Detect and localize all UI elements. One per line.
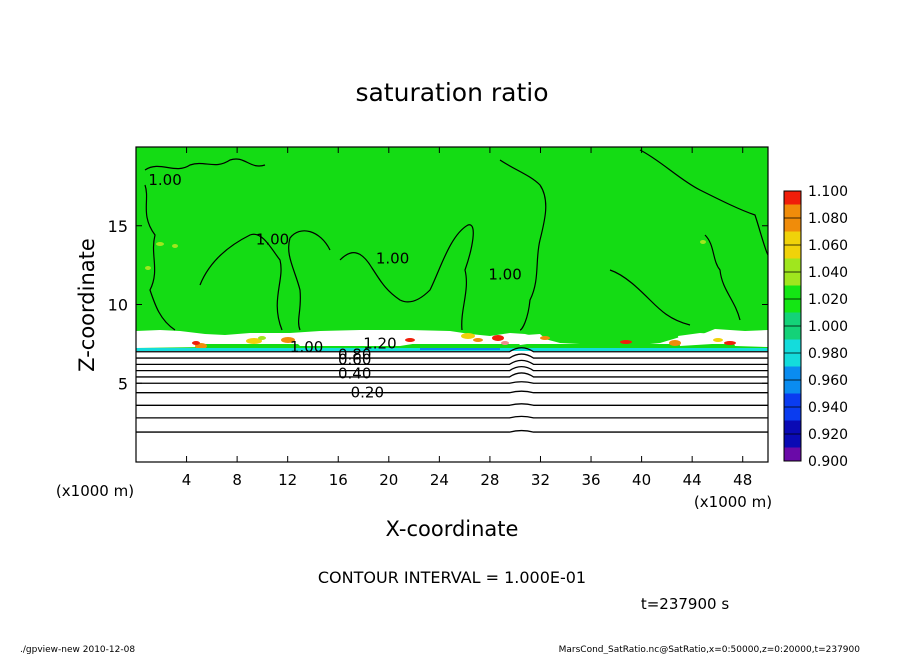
time-text: t=237900 s: [641, 595, 729, 613]
colorbar-label: 1.060: [808, 238, 848, 254]
contour-label: 0.40: [338, 365, 371, 383]
colorbar-swatch: [784, 420, 801, 434]
footer-right: MarsCond_SatRatio.nc@SatRatio,x=0:50000,…: [559, 645, 861, 654]
chart-title: saturation ratio: [355, 78, 548, 107]
colorbar-swatch: [784, 272, 801, 286]
subsaturated-pocket: [290, 331, 425, 346]
contour-label: 0.80: [338, 346, 371, 364]
colorbar-swatch: [784, 312, 801, 326]
x-tick-label: 32: [531, 471, 550, 489]
contour-label: 0.20: [351, 383, 384, 401]
colorbar-swatch: [784, 407, 801, 421]
saturated-region: [136, 147, 768, 346]
x-tick-label: 36: [581, 471, 600, 489]
subsaturated-pocket: [420, 332, 470, 343]
contour-label: 1.00: [488, 265, 521, 283]
subsaturated-pocket: [678, 333, 715, 346]
contour-label: 1.00: [148, 171, 181, 189]
colorbar-label: 1.000: [808, 319, 848, 335]
contour-label: 1.20: [363, 335, 396, 353]
subsaturated-pocket: [512, 334, 548, 345]
colorbar-label: 0.940: [808, 400, 848, 416]
x-tick-label: 8: [232, 471, 242, 489]
contour-labels: 1.00 1.00 1.00 1.00 1.00 1.200.800.600.400.20: [148, 171, 521, 402]
colorbar-label: 0.900: [808, 454, 848, 470]
subsaturated-edge-dark: [420, 348, 500, 350]
colorbar-swatch: [784, 353, 801, 367]
x-tick-label: 40: [632, 471, 651, 489]
contour-line: [136, 403, 768, 406]
x-tick-label: 48: [733, 471, 752, 489]
contour-label: 1.00: [256, 231, 289, 249]
x-tick-label: 20: [379, 471, 398, 489]
colorbar-swatch: [784, 258, 801, 272]
x-axis-label: X-coordinate: [386, 517, 519, 541]
y-tick-label: 10: [108, 296, 128, 315]
contour-line: [136, 366, 768, 372]
x-tick-label: 4: [182, 471, 192, 489]
upper-contours: [144, 149, 768, 331]
contour-label: 1.00: [290, 338, 323, 356]
colorbar-swatch: [784, 434, 801, 448]
colorbar-swatch: [784, 299, 801, 313]
colorbar-label: 0.980: [808, 346, 848, 362]
lower-contours: [136, 347, 768, 433]
x-tick-label: 44: [683, 471, 702, 489]
colorbar-swatch: [784, 380, 801, 394]
x-unit-label-left: (x1000 m): [56, 482, 134, 500]
colorbar: 0.900 0.920 0.940 0.960 0.980 1.000 1.020 1.040…: [783, 184, 848, 470]
contour-interval-text: CONTOUR INTERVAL = 1.000E-01: [318, 568, 586, 587]
colorbar-swatch: [784, 339, 801, 353]
contour-line: [136, 381, 768, 384]
colorbar-swatch: [784, 218, 801, 232]
contour-line: [136, 359, 768, 365]
colorbar-swatch: [784, 204, 801, 218]
colorbar-swatch: [784, 245, 801, 259]
colorbar-swatch: [784, 285, 801, 299]
subsaturated-pocket: [730, 331, 768, 347]
contour-line: [136, 372, 768, 378]
x-axis: 4 8 12 16 20 24 28 32 36 40 44 48: [182, 147, 752, 489]
y-axis: 5 10 15: [108, 217, 768, 393]
colorbar-swatch: [784, 366, 801, 380]
y-tick-label: 5: [118, 374, 128, 393]
contour-line: [136, 415, 768, 419]
contour-line: [136, 347, 768, 353]
y-axis-label: Z-coordinate: [75, 238, 99, 372]
colorbar-swatch: [784, 447, 801, 461]
x-unit-label-right: (x1000 m): [694, 493, 772, 511]
colorbar-label: 1.100: [808, 184, 848, 200]
saturated-band: [136, 344, 768, 350]
colorbar-label: 0.960: [808, 373, 848, 389]
contour-line: [136, 353, 768, 359]
colorbar-swatch: [784, 191, 801, 205]
footer-left: ./gpview-new 2010-12-08: [20, 645, 135, 654]
contour-line: [136, 429, 768, 433]
x-tick-label: 16: [329, 471, 348, 489]
x-tick-label: 28: [480, 471, 499, 489]
x-tick-label: 24: [430, 471, 449, 489]
y-tick-label: 15: [108, 217, 128, 236]
contour-label: 0.60: [338, 350, 371, 368]
colorbar-label: 1.020: [808, 292, 848, 308]
subsaturated-pocket: [136, 331, 205, 348]
colorbar-swatch: [784, 326, 801, 340]
colorbar-swatch: [784, 231, 801, 245]
x-tick-label: 12: [278, 471, 297, 489]
supersaturated-patches: [145, 240, 736, 349]
colorbar-label: 1.040: [808, 265, 848, 281]
contour-line: [136, 390, 768, 394]
colorbar-label: 0.920: [808, 427, 848, 443]
plot-area: [136, 147, 768, 462]
colorbar-swatch: [784, 393, 801, 407]
contour-label: 1.00: [376, 250, 409, 268]
colorbar-label: 1.080: [808, 211, 848, 227]
